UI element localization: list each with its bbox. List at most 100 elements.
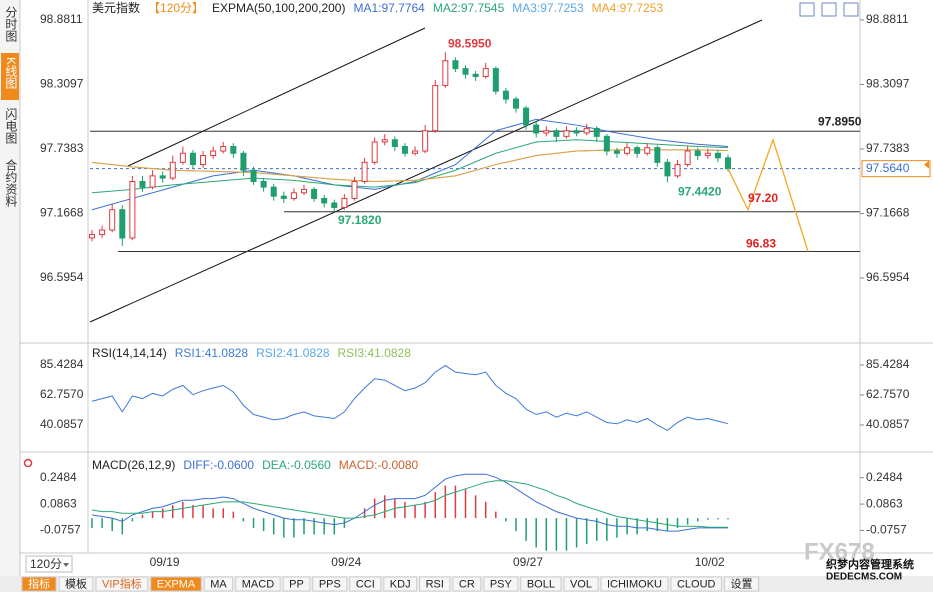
ma-line — [91, 139, 729, 194]
settings-icon[interactable] — [23, 458, 33, 468]
toolbar-label: VIP指标 — [102, 576, 142, 590]
toolbar-label: PP — [289, 578, 304, 590]
candle-body — [583, 127, 590, 134]
toolbar-button[interactable] — [21, 576, 57, 592]
period-label: 【120分】 — [148, 1, 204, 15]
last-price-arrow — [924, 160, 929, 169]
candle-body — [492, 68, 499, 92]
toolbar-button[interactable] — [520, 576, 562, 592]
toolbar-button[interactable] — [724, 576, 759, 592]
y-tick-label: 96.5954 — [40, 270, 84, 284]
candle-body — [553, 130, 560, 137]
toolbar-label: BOLL — [527, 578, 555, 590]
period-box[interactable] — [25, 555, 73, 573]
candle-body — [321, 197, 328, 204]
indicator-label: EXPMA(50,100,200,200) — [212, 1, 345, 15]
tab[interactable] — [1, 2, 19, 49]
x-tick-label: 10/02 — [695, 555, 725, 569]
candle-body — [644, 147, 651, 154]
candle-body — [260, 181, 267, 188]
y-tick-label: 40.0857 — [40, 417, 84, 431]
tab-label: 闪电图 — [4, 108, 18, 144]
candle-body — [200, 155, 207, 166]
price-label: 97.1820 — [338, 213, 382, 227]
y-tick-label: 0.2484 — [866, 470, 903, 484]
y-tick-label: 97.1668 — [40, 206, 84, 220]
panel-title: MACD(26,12,9) — [92, 458, 175, 472]
toolbar-button[interactable] — [483, 576, 519, 592]
rsi-line — [91, 364, 729, 431]
toolbar-button[interactable] — [95, 576, 149, 592]
toolbar-button[interactable] — [58, 576, 94, 592]
toolbar-button[interactable] — [235, 576, 281, 592]
candle-body — [280, 195, 287, 199]
candle-body — [331, 202, 338, 208]
candle-body — [381, 139, 388, 143]
candle-body — [472, 73, 479, 78]
window-button[interactable] — [799, 2, 815, 17]
ma-line — [91, 149, 729, 183]
toolbar-label: PPS — [319, 578, 341, 590]
toolbar-button[interactable] — [670, 576, 722, 592]
legend-entry: MA3:97.7253 — [512, 1, 584, 15]
y-tick-label: -0.0757 — [40, 523, 81, 537]
y-tick-label: 40.0857 — [866, 417, 910, 431]
candle-body — [290, 192, 297, 199]
toolbar-button[interactable] — [150, 576, 202, 592]
tab[interactable] — [1, 53, 19, 100]
candle-body — [129, 181, 136, 239]
candle-body — [674, 164, 681, 177]
tab[interactable] — [1, 155, 19, 215]
price-label: 98.5950 — [448, 36, 492, 50]
candle-body — [603, 135, 610, 152]
window-button[interactable] — [843, 2, 859, 17]
candle-body — [704, 152, 711, 157]
dropdown-arrow — [63, 563, 69, 567]
y-tick-label: 97.7383 — [40, 141, 84, 155]
y-tick-label: 97.1668 — [866, 206, 910, 220]
candle-body — [189, 152, 196, 166]
toolbar-button[interactable] — [383, 576, 418, 592]
candle-body — [664, 161, 671, 177]
window-button[interactable] — [821, 2, 837, 17]
x-tick-label: 09/19 — [150, 555, 180, 569]
toolbar-label: EXPMA — [157, 578, 196, 590]
legend-entry: MACD:-0.0080 — [339, 458, 419, 472]
candle-body — [523, 107, 530, 126]
candle-body — [725, 157, 731, 170]
toolbar-label: 指标 — [28, 576, 50, 590]
candle-body — [371, 141, 378, 163]
toolbar-label: KDJ — [390, 578, 411, 590]
candle-body — [533, 124, 540, 134]
toolbar-label: MA — [210, 578, 227, 590]
y-tick-label: 85.4284 — [40, 357, 84, 371]
candle-body — [563, 130, 570, 137]
toolbar-button[interactable] — [282, 576, 311, 592]
toolbar-button[interactable] — [600, 576, 669, 592]
candle-body — [442, 60, 449, 87]
candle-body — [452, 60, 459, 70]
toolbar-button[interactable] — [349, 576, 382, 592]
toolbar-button[interactable] — [452, 576, 482, 592]
legend-entry: DIFF:-0.0600 — [183, 458, 254, 472]
candle-body — [624, 147, 631, 154]
candle-body — [422, 130, 429, 152]
y-tick-label: 96.5954 — [866, 270, 910, 284]
candle-body — [169, 161, 176, 179]
candle-body — [462, 68, 469, 75]
forecast-label: 96.83 — [746, 237, 776, 251]
tab[interactable] — [1, 104, 19, 151]
legend-entry: MA2:97.7545 — [433, 1, 505, 15]
forecast-label: 97.20 — [748, 191, 778, 205]
watermark-site: DEDECMS.COM — [826, 572, 902, 583]
legend-entry: RSI1:41.0828 — [175, 346, 249, 360]
legend-entry: RSI2:41.0828 — [256, 346, 330, 360]
toolbar-button[interactable] — [419, 576, 451, 592]
candle-body — [593, 127, 600, 137]
toolbar-button[interactable] — [563, 576, 599, 592]
y-tick-label: 97.7383 — [866, 141, 910, 155]
price-label: 97.4420 — [678, 185, 722, 199]
toolbar-button[interactable] — [203, 576, 234, 592]
toolbar-button[interactable] — [312, 576, 348, 592]
